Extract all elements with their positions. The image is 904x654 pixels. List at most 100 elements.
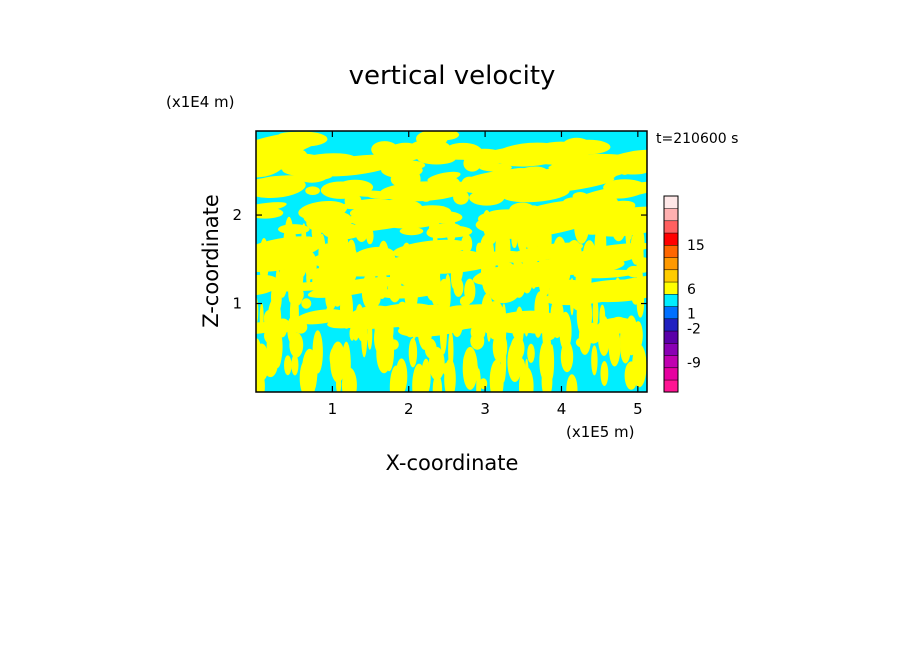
field-blob — [518, 250, 523, 263]
x-tick-label: 4 — [557, 400, 567, 418]
field-blob — [579, 219, 595, 230]
field-blob — [336, 252, 345, 282]
field-blob — [507, 341, 523, 382]
field-blob — [459, 296, 471, 307]
field-blob — [371, 141, 398, 158]
field-blob — [542, 330, 556, 341]
field-blob — [340, 287, 353, 329]
field-blob — [497, 311, 502, 356]
field-blob — [570, 150, 583, 164]
field-blob — [501, 340, 507, 383]
y-tick-label: 1 — [232, 295, 242, 313]
field-blob — [534, 291, 546, 327]
field-blob — [419, 188, 433, 202]
field-blob — [380, 313, 392, 353]
colorbar-band — [663, 269, 679, 283]
field-blob — [602, 329, 618, 348]
field-blob — [476, 368, 481, 392]
field-blob — [599, 304, 606, 330]
field-blob — [404, 273, 419, 314]
x-unit-label: (x1E5 m) — [566, 423, 635, 441]
field-blob — [303, 208, 328, 225]
field-blob — [451, 308, 463, 338]
field-blob — [571, 295, 587, 311]
field-blob — [545, 335, 551, 354]
field-blob — [501, 303, 507, 347]
colorbar-band — [663, 257, 679, 271]
field-blob — [301, 348, 318, 392]
field-blob — [606, 280, 615, 292]
field-blob — [519, 219, 548, 234]
field-blob — [424, 338, 437, 359]
field-blob — [388, 273, 402, 303]
field-blob — [548, 163, 580, 172]
field-blob — [499, 262, 515, 278]
field-blob — [620, 331, 631, 364]
field-blob — [390, 171, 411, 187]
field-blob — [256, 143, 266, 154]
colorbar-band — [663, 330, 679, 344]
field-blob — [453, 189, 469, 205]
field-blob — [633, 321, 643, 350]
field-blob — [368, 288, 381, 307]
field-blob — [565, 345, 570, 360]
field-blob — [259, 303, 264, 332]
field-blob — [305, 186, 320, 195]
field-blob — [495, 226, 511, 272]
field-blob — [578, 321, 592, 355]
colorbar-label: -2 — [687, 321, 701, 337]
field-blob — [511, 231, 518, 248]
field-blob — [395, 358, 408, 392]
field-blob — [281, 320, 290, 332]
field-blob — [430, 263, 441, 284]
field-blob — [562, 200, 603, 208]
field-blob — [552, 247, 567, 292]
field-blob — [633, 226, 645, 257]
colorbar-band — [663, 342, 679, 356]
colorbar-band — [663, 232, 679, 246]
colorbar-label: -9 — [687, 356, 701, 372]
field-blob — [288, 161, 310, 168]
field-blob — [366, 227, 374, 245]
field-blob — [489, 221, 526, 236]
field-blob — [272, 347, 280, 364]
plot-area — [255, 130, 648, 393]
field-blob — [594, 195, 619, 210]
field-blob — [572, 206, 597, 218]
field-blob — [549, 344, 555, 380]
field-blob — [367, 258, 376, 287]
field-blob — [322, 222, 363, 240]
field-blob — [486, 145, 567, 160]
field-blob — [524, 358, 529, 392]
field-blob — [537, 225, 548, 267]
field-blob — [427, 131, 460, 141]
field-blob — [307, 171, 333, 180]
field-blob — [319, 243, 335, 281]
colorbar-band — [663, 306, 679, 320]
field-blob — [399, 227, 424, 236]
field-blob — [636, 265, 643, 293]
field-blob — [408, 171, 421, 188]
field-blob — [527, 343, 535, 363]
field-blob — [301, 298, 312, 309]
colorbar-label: 15 — [687, 238, 705, 254]
field-blob — [367, 319, 373, 350]
field-blob — [538, 259, 551, 297]
x-tick-label: 5 — [633, 400, 643, 418]
field-blob — [353, 201, 389, 219]
field-blob — [633, 208, 647, 222]
field-blob — [259, 238, 269, 284]
colorbar-band — [663, 208, 679, 222]
field-blob — [534, 318, 542, 338]
colorbar-band — [663, 281, 679, 295]
plot-frame — [255, 130, 648, 393]
field-blob — [511, 313, 520, 339]
field-blob — [470, 332, 485, 350]
colorbar-band — [663, 244, 679, 258]
y-tick-label: 2 — [232, 206, 242, 224]
field-blob — [550, 297, 564, 339]
field-blob — [256, 207, 284, 219]
field-blob — [462, 346, 478, 390]
field-blob — [565, 241, 581, 267]
